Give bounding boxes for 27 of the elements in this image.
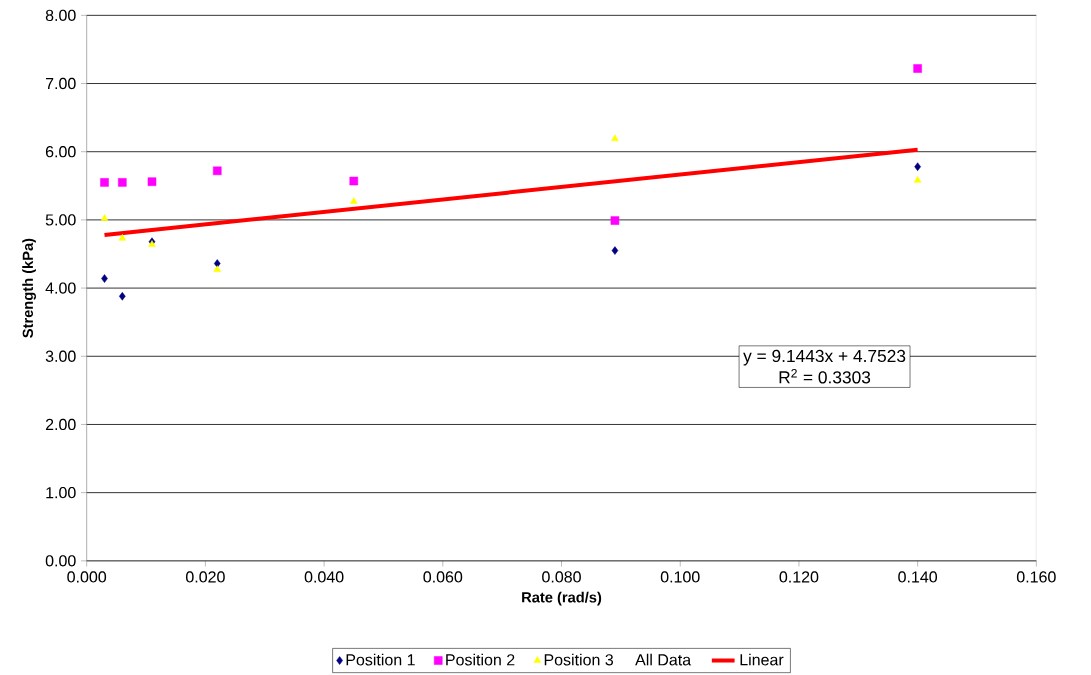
- legend-label: Position 2: [446, 653, 515, 666]
- x-tick-label: 0.000: [67, 571, 107, 583]
- legend-title: All Data: [635, 653, 692, 666]
- legend-label: Linear: [740, 653, 784, 666]
- y-tick-label: 1.00: [46, 487, 76, 499]
- x-tick-label: 0.100: [660, 571, 700, 583]
- y-tick-label: 0.00: [45, 555, 76, 567]
- x-tick-label: 0.040: [304, 571, 344, 583]
- y-tick-label: 4.00: [45, 282, 76, 294]
- x-tick-label: 0.020: [186, 571, 225, 583]
- x-tick-label: 0.160: [1016, 571, 1056, 583]
- legend-label: Position 3: [544, 653, 614, 666]
- y-tick-label: 5.00: [45, 214, 76, 226]
- x-tick-label: 0.140: [898, 571, 938, 583]
- y-tick-label: 6.00: [45, 146, 76, 158]
- y-axis-title: Strength (kPa): [22, 238, 36, 338]
- x-axis-title: Rate (rad/s): [522, 591, 602, 606]
- y-tick-label: 2.00: [45, 418, 76, 431]
- x-tick-label: 0.060: [423, 571, 463, 583]
- annotation: y = 9.1443x + 4.7523: [743, 349, 906, 366]
- legend-label: Position 1: [346, 653, 415, 666]
- x-tick-label: 0.120: [779, 571, 819, 583]
- y-tick-label: 3.00: [45, 350, 76, 362]
- y-tick-label: 8.00: [45, 9, 76, 22]
- annotation: R$^{2}$ = 0.3303: [779, 369, 871, 384]
- x-tick-label: 0.080: [542, 571, 581, 583]
- y-tick-label: 7.00: [45, 77, 76, 90]
